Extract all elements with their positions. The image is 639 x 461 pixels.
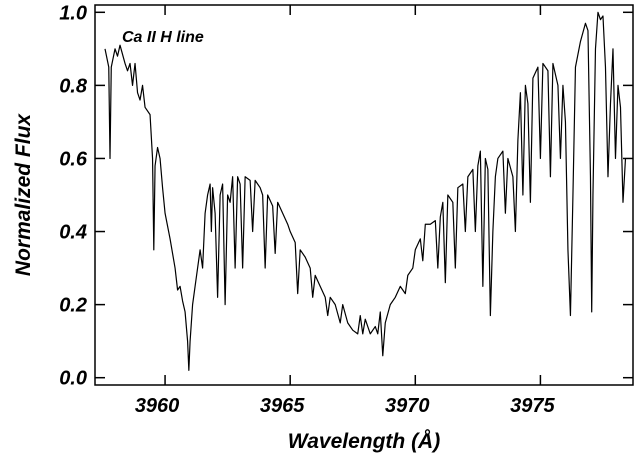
y-tick-label: 0.4	[59, 222, 87, 244]
x-axis-label: Wavelength (Å)	[288, 429, 440, 453]
y-tick-label: 0.6	[59, 148, 88, 170]
x-tick-label: 3975	[510, 395, 555, 417]
spectrum-line	[104, 11, 627, 371]
x-tick-label: 3960	[135, 395, 180, 417]
y-tick-label: 1.0	[59, 2, 87, 24]
y-axis-label: Normalized Flux	[12, 113, 35, 277]
plot-frame	[94, 4, 634, 386]
y-tick-label: 0.2	[59, 295, 87, 317]
y-tick-label: 0.0	[59, 368, 87, 390]
y-tick-label: 0.8	[59, 75, 88, 97]
annotation: Ca II H line	[122, 29, 204, 46]
x-tick-label: 3965	[260, 395, 305, 417]
x-tick-label: 3970	[385, 395, 430, 417]
